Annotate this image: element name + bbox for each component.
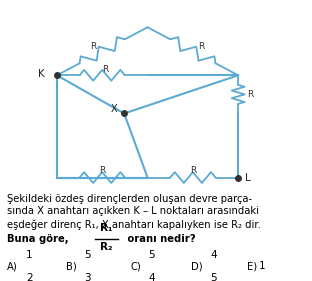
Text: C): C) <box>130 262 141 271</box>
Text: X: X <box>110 104 117 114</box>
Text: D): D) <box>191 262 203 271</box>
Text: Buna göre,: Buna göre, <box>7 234 69 244</box>
Text: R: R <box>190 166 196 175</box>
Text: R: R <box>90 42 97 51</box>
Text: 2: 2 <box>26 273 32 281</box>
Text: R: R <box>247 90 253 99</box>
Text: 5: 5 <box>84 250 91 260</box>
Text: Şekildeki özdeş dirençlerden oluşan devre parça-: Şekildeki özdeş dirençlerden oluşan devr… <box>7 194 252 203</box>
Text: R: R <box>99 166 105 175</box>
Text: R: R <box>198 42 205 51</box>
Text: L: L <box>246 173 251 183</box>
Text: oranı nedir?: oranı nedir? <box>124 234 196 244</box>
Text: 1: 1 <box>259 262 265 271</box>
Text: A): A) <box>7 262 18 271</box>
Text: E): E) <box>247 262 257 271</box>
Text: 5: 5 <box>149 250 155 260</box>
Text: R: R <box>102 65 108 74</box>
Text: 4: 4 <box>149 273 155 281</box>
Text: R₁: R₁ <box>100 223 113 233</box>
Text: 3: 3 <box>84 273 91 281</box>
Text: 5: 5 <box>210 273 217 281</box>
Text: eşdeğer direnç R₁, X anahtarı kapalıyken ise R₂ dir.: eşdeğer direnç R₁, X anahtarı kapalıyken… <box>7 219 261 230</box>
Text: sında X anahtarı açıkken K – L noktaları arasındaki: sında X anahtarı açıkken K – L noktaları… <box>7 206 259 216</box>
Text: B): B) <box>66 262 76 271</box>
Text: K: K <box>38 69 45 79</box>
Text: R₂: R₂ <box>100 242 113 252</box>
Text: 4: 4 <box>210 250 217 260</box>
Text: 1: 1 <box>26 250 32 260</box>
